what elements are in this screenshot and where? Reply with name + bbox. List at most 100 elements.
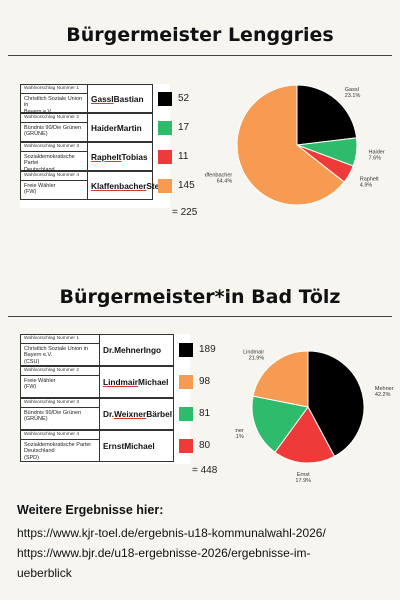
pie-label-name: Raphelt: [360, 176, 379, 182]
party-name: (GRÜNE): [24, 416, 48, 423]
party-cell: Wahlvorschlag Nummer 4 Sozialdemokratisch…: [20, 430, 100, 462]
page-title-lenggries: Bürgermeister Lenggries: [66, 24, 334, 46]
pie-label-percent: 18.1%: [235, 434, 244, 440]
party-name: (FW): [24, 384, 37, 391]
party-cell: Wahlvorschlag Nummer 3 Sozialdemokratisch…: [20, 142, 88, 179]
party-name: Deutschland: [24, 166, 55, 173]
party-cell: Wahlvorschlag Nummer 3 Bündnis 90/Die Grü…: [20, 398, 100, 430]
pie-label-name: Lindmair: [243, 350, 264, 356]
candidate-name: Raphelt Tobias: [87, 142, 153, 171]
pie-slice-mehner: [307, 350, 365, 458]
party-name: (GRÜNE): [24, 131, 48, 138]
party-name: Freie Wähler: [24, 377, 56, 384]
divider: [8, 55, 392, 56]
vote-count: 189: [199, 344, 216, 355]
pie-label-name: Mehner: [375, 386, 394, 392]
pie-label-percent: 23.1%: [345, 93, 361, 99]
ballot-row: Wahlvorschlag Nummer 1 Christlich Soziale…: [20, 84, 220, 121]
pie-label-percent: 64.4%: [217, 178, 233, 184]
party-color-box: [179, 407, 193, 421]
ballot-slot-label: Wahlvorschlag Nummer 3: [21, 143, 87, 152]
pie-slice-ernst: [274, 406, 336, 464]
ballot-row: Wahlvorschlag Nummer 2 Freie Wähler (FW) Li…: [20, 366, 220, 398]
page-title-bad-toelz: Bürgermeister*in Bad Tölz: [59, 286, 341, 308]
party-name: Freie Wähler: [24, 182, 56, 189]
pie-slice-gassl: [296, 84, 358, 146]
ballot-bad-toelz: Wahlvorschlag Nummer 1 Christlich Soziale…: [20, 334, 216, 464]
party-name: (SPD): [24, 454, 39, 461]
candidate-name: Gassl Bastian: [87, 84, 153, 113]
pie-label-percent: 4.9%: [360, 182, 373, 188]
ballot-slot-label: Wahlvorschlag Nummer 4: [21, 431, 99, 440]
party-name: Deutschland: [24, 448, 55, 455]
results-link[interactable]: https://www.bjr.de/u18-ergebnisse-2026/e…: [17, 546, 311, 560]
party-cell: Wahlvorschlag Nummer 4 Freie Wähler (FW): [20, 171, 88, 200]
results-link[interactable]: https://www.kjr-toel.de/ergebnis-u18-kom…: [17, 526, 326, 540]
ballot-lenggries: Wahlvorschlag Nummer 1 Christlich Soziale…: [20, 84, 195, 208]
candidate-name: Haider Martin: [87, 113, 153, 142]
party-name: Bündnis 90/Die Grünen: [24, 124, 82, 131]
vote-count: 17: [178, 121, 190, 133]
vote-count: 145: [178, 179, 195, 191]
party-color-box: [179, 439, 193, 453]
party-name: (CSU): [24, 358, 40, 365]
party-cell: Wahlvorschlag Nummer 2 Bündnis 90/Die Grü…: [20, 113, 88, 142]
candidate-name: Lindmair Michael: [99, 366, 174, 398]
pie-label-percent: 7.6%: [368, 156, 381, 162]
more-results-heading: Weitere Ergebnisse hier:: [17, 503, 164, 517]
pie-label-percent: 42.2%: [375, 392, 391, 398]
ballot-slot-label: Wahlvorschlag Nummer 2: [21, 114, 87, 123]
party-color-box: [158, 120, 172, 135]
party-name: Christlich Soziale Union in: [24, 345, 88, 352]
candidate-name: Klaffenbacher Stefan: [87, 171, 172, 200]
party-cell: Wahlvorschlag Nummer 1 Christlich Soziale…: [20, 334, 100, 366]
ballot-slot-label: Wahlvorschlag Nummer 1: [21, 335, 99, 344]
party-color-box: [179, 375, 193, 389]
pie-label-name: Gassl: [345, 87, 359, 93]
party-name: (FW): [24, 189, 37, 196]
pie-label-percent: 17.9%: [295, 478, 311, 484]
pie-label-name: Weixner: [235, 428, 244, 434]
vote-count: 98: [199, 376, 211, 387]
ballot-row: Wahlvorschlag Nummer 1 Christlich Soziale…: [20, 334, 220, 366]
ballot-slot-label: Wahlvorschlag Nummer 2: [21, 367, 99, 376]
pie-slice-weixner: [251, 395, 309, 453]
total-votes: = 448: [192, 465, 218, 476]
pie-label-name: Klaffenbacher: [205, 172, 232, 178]
vote-count: 11: [178, 150, 189, 162]
vote-count: 81: [199, 408, 211, 419]
pie-label-percent: 21.9%: [249, 356, 265, 362]
ballot-slot-label: Wahlvorschlag Nummer 1: [21, 85, 87, 94]
party-name: Bayern e.V.: [24, 352, 53, 359]
ballot-row: Wahlvorschlag Nummer 4 Sozialdemokratisch…: [20, 430, 220, 462]
candidate-name: Dr. Mehner Ingo: [99, 334, 174, 366]
ballot-row: Wahlvorschlag Nummer 4 Freie Wähler (FW) Kl…: [20, 171, 220, 200]
total-votes: = 225: [172, 207, 198, 218]
party-color-box: [179, 343, 193, 357]
candidate-name: Ernst Michael: [99, 430, 174, 462]
vote-count: 52: [178, 92, 190, 104]
party-color-box: [158, 91, 172, 106]
ballot-row: Wahlvorschlag Nummer 3 Bündnis 90/Die Grü…: [20, 398, 220, 430]
party-name: Sozialdemokratische Partei: [24, 153, 75, 167]
party-cell: Wahlvorschlag Nummer 1 Christlich Soziale…: [20, 84, 88, 121]
vote-count: 80: [199, 440, 211, 451]
ballot-row: Wahlvorschlag Nummer 2 Bündnis 90/Die Grü…: [20, 113, 220, 142]
party-name: Christlich Soziale Union in: [24, 95, 83, 109]
party-name: Bayern e.V.: [24, 108, 53, 115]
pie-label-name: Ernst: [297, 472, 310, 478]
ballot-row: Wahlvorschlag Nummer 3 Sozialdemokratisch…: [20, 142, 220, 179]
ballot-slot-label: Wahlvorschlag Nummer 3: [21, 399, 99, 408]
party-name: Bündnis 90/Die Grünen: [24, 409, 82, 416]
party-color-box: [158, 149, 172, 164]
party-name: Sozialdemokratische Partei: [24, 441, 91, 448]
results-link[interactable]: ueberblick: [17, 566, 72, 580]
ballot-slot-label: Wahlvorschlag Nummer 4: [21, 172, 87, 181]
divider: [8, 316, 392, 317]
pie-label-name: Haider: [368, 150, 384, 156]
candidate-name: Dr. Weixner Bärbel: [99, 398, 174, 430]
party-color-box: [158, 178, 172, 193]
party-cell: Wahlvorschlag Nummer 2 Freie Wähler (FW): [20, 366, 100, 398]
